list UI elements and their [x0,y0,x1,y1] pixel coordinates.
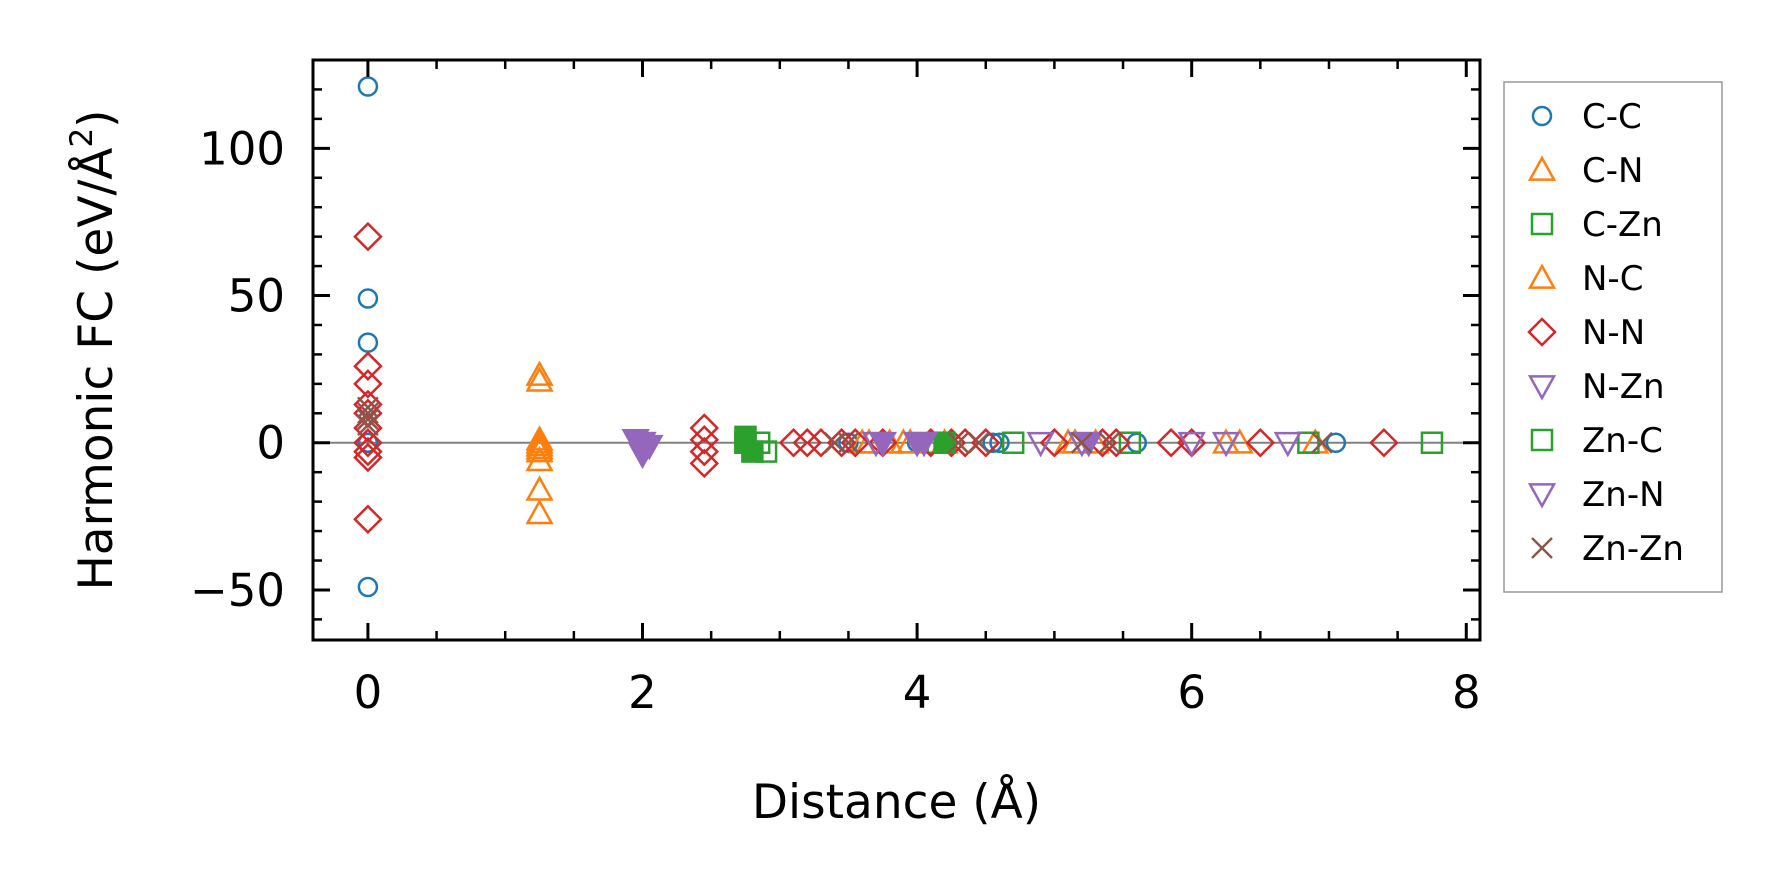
data-point-c-n [525,498,554,525]
legend-marker-c-c [1531,105,1553,127]
legend-label-c-c: C-C [1582,97,1642,137]
x-tick-label: 8 [1452,666,1481,719]
data-point-n-n [840,427,871,458]
x-axis-label: Distance (Å) [752,775,1041,830]
x-tick-label: 6 [1177,666,1206,719]
data-point-zn-zn [357,414,379,436]
legend-label-n-n: N-N [1582,313,1645,353]
data-point-n-c [525,434,554,460]
data-point-c-c [838,432,859,453]
data-point-n-n [353,504,383,535]
legend-marker-zn-zn [1531,537,1553,559]
data-point-n-n [778,427,809,458]
legend-label-zn-zn: Zn-Zn [1582,529,1684,569]
data-point-n-zn [1273,431,1302,458]
data-point-zn-n [868,431,897,458]
data-point-n-n [353,436,383,467]
y-axis-label-superscript: 2 [64,128,100,148]
data-point-n-n [970,427,1001,458]
y-tick-label: 50 [228,270,285,323]
data-point-n-n [353,351,383,381]
data-point-n-n [826,427,857,458]
legend-marker-n-zn [1527,375,1557,401]
data-point-n-n [1245,427,1276,458]
legend-frame [1503,81,1723,593]
data-point-n-n [353,442,383,473]
legend-marker-zn-n [1527,483,1557,509]
data-point-zn-c [933,431,956,454]
data-point-n-n [689,425,720,455]
data-point-n-n [353,221,383,252]
data-point-c-n [525,431,554,457]
legend-marker-zn-c [1530,428,1554,452]
legend: C-C C-N C-Zn N-C N-N N-Zn Zn-C Zn-N Zn-Zn [1503,81,1723,593]
data-point-c-n [525,366,554,392]
data-point-c-zn [1297,431,1320,454]
data-point-c-c [357,576,379,598]
data-point-c-c [357,332,379,353]
legend-label-zn-c: Zn-C [1582,421,1663,461]
legend-label-c-zn: C-Zn [1582,205,1663,245]
tick-labels-layer: 0 2 4 6 8 −50 0 50 100 [190,122,1481,719]
data-point-n-n [353,369,383,399]
data-point-n-n [1369,427,1399,458]
data-point-zn-zn [837,431,860,454]
data-point-n-zn [1177,431,1206,458]
data-point-n-zn [1211,431,1241,458]
data-point-zn-zn [1311,431,1333,454]
legend-label-n-c: N-C [1582,259,1643,299]
data-point-n-n [689,413,720,443]
y-axis-label-suffix: ) [69,109,124,127]
data-point-c-zn [1001,431,1025,454]
legend-label-n-zn: N-Zn [1582,367,1665,407]
data-point-c-c [989,432,1010,453]
data-point-n-n [353,427,383,458]
data-point-n-n [1101,427,1131,458]
data-point-c-c [357,432,379,453]
data-point-n-n [1039,427,1070,458]
data-point-zn-zn [1070,431,1093,454]
data-point-n-n [689,448,720,479]
data-point-c-zn [1118,431,1142,454]
data-point-zn-zn [947,431,970,454]
data-point-zn-n [909,431,939,458]
data-point-n-n [792,427,823,458]
data-point-c-c [1325,432,1347,453]
legend-label-zn-n: Zn-N [1582,475,1665,515]
data-point-c-c [982,432,1003,453]
legend-marker-n-n [1527,317,1557,347]
data-point-n-n [689,436,720,467]
legend-marker-n-c [1527,263,1557,289]
y-axis-label: Harmonic FC (eV/Å2) [64,109,124,590]
data-point-c-zn [1420,431,1444,454]
data-point-n-n [1156,427,1186,458]
x-tick-label: 0 [354,666,383,719]
y-axis-label-main: Harmonic FC (eV/Å [69,148,124,591]
data-point-n-zn [1026,431,1055,458]
y-tick-label: 0 [256,417,285,470]
data-point-c-c [357,76,379,97]
data-point-c-n [525,436,554,463]
data-point-zn-c [741,440,764,463]
data-points-layer [353,76,1444,598]
legend-marker-c-n [1527,155,1557,181]
data-point-c-c [357,288,379,309]
data-point-zn-zn [357,408,379,431]
x-tick-label: 2 [628,666,657,719]
y-tick-label: −50 [190,564,285,617]
legend-label-c-n: C-N [1582,151,1643,191]
y-tick-label: 100 [199,122,285,175]
ticks-layer [313,58,1480,640]
x-tick-label: 4 [903,666,932,719]
data-point-c-n [525,360,554,386]
plot-frame [311,58,1482,642]
data-point-zn-zn [967,431,990,454]
data-point-zn-zn [1098,431,1121,454]
data-point-zn-n [628,440,657,467]
legend-marker-c-zn [1530,212,1554,236]
data-point-n-c [525,428,554,454]
data-point-c-n [525,475,554,501]
